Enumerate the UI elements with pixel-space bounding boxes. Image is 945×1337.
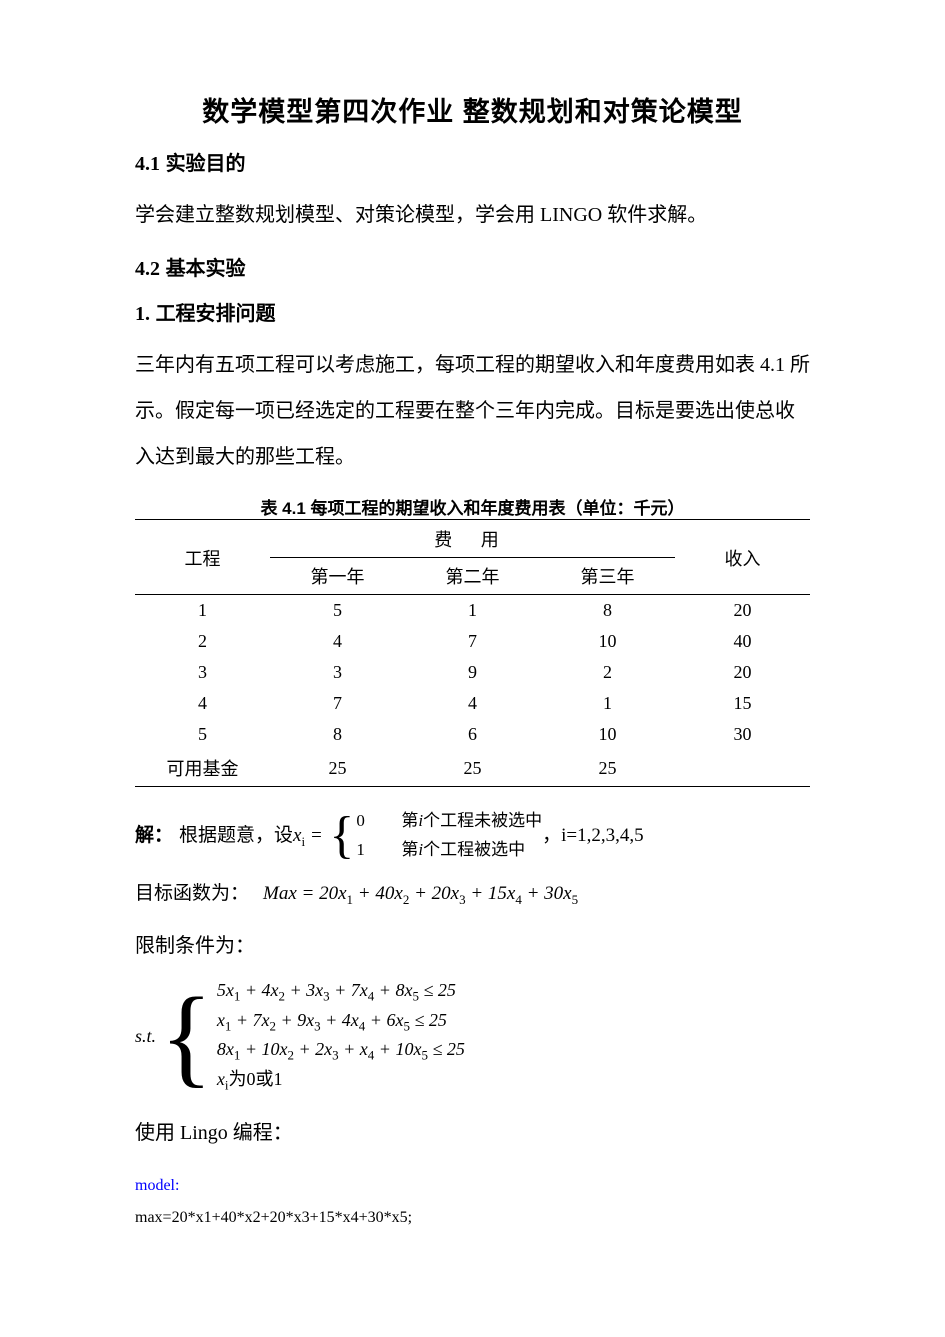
document-title: 数学模型第四次作业 整数规划和对策论模型 (135, 90, 810, 129)
table-row: 1 5 1 8 20 (135, 595, 810, 627)
col-year-3: 第三年 (540, 558, 675, 595)
cell-project: 4 (135, 688, 270, 719)
constraint-1: 5x1 + 4x2 + 3x3 + 7x4 + 8x5 ≤ 25 (217, 977, 465, 1007)
solution-definition: 解： 根据题意，设 xi = { 0 第i个工程未被选中 1 第i个工程被选中 … (135, 807, 810, 865)
lingo-label: 使用 Lingo 编程： (135, 1110, 810, 1156)
col-year-1: 第一年 (270, 558, 405, 595)
problem-1-num: 1. (135, 303, 150, 325)
solution-label: 解： (135, 817, 173, 855)
cell-project: 3 (135, 657, 270, 688)
case-1-val: 1 (356, 836, 384, 865)
constraint-4: xi为0或1 (217, 1066, 465, 1096)
col-fee: 费 用 (270, 520, 675, 558)
problem-1-title: 工程安排问题 (156, 303, 276, 325)
section-4-2-num: 4.2 (135, 258, 160, 280)
project-table: 工程 费 用 收入 第一年 第二年 第三年 1 5 1 8 20 2 4 7 1… (135, 519, 810, 787)
cell-y3: 2 (540, 657, 675, 688)
case-1-text: 第i个工程被选中 (401, 840, 525, 859)
cell-y1: 5 (270, 595, 405, 627)
section-4-1-title: 实验目的 (166, 153, 246, 175)
case-0-val: 0 (356, 807, 384, 836)
table-row: 2 4 7 10 40 (135, 626, 810, 657)
objective-label: 目标函数为： (135, 875, 249, 913)
cell-fund-y1: 25 (270, 750, 405, 787)
table-row: 5 8 6 10 30 (135, 719, 810, 750)
constraint-label: 限制条件为： (135, 923, 810, 969)
cell-y1: 8 (270, 719, 405, 750)
section-4-2-heading: 4.2 基本实验 (135, 252, 810, 281)
code-keyword-model: model: (135, 1177, 179, 1194)
cell-y2: 6 (405, 719, 540, 750)
section-4-1-text: 学会建立整数规划模型、对策论模型，学会用 LINGO 软件求解。 (135, 192, 810, 238)
equals: = (305, 817, 327, 855)
cell-y3: 10 (540, 626, 675, 657)
section-4-2-title: 基本实验 (166, 258, 246, 280)
piecewise-definition: { 0 第i个工程未被选中 1 第i个工程被选中 (327, 807, 542, 865)
cell-project: 1 (135, 595, 270, 627)
cell-income: 20 (675, 657, 810, 688)
section-4-1-heading: 4.1 实验目的 (135, 147, 810, 176)
cell-fund-y3: 25 (540, 750, 675, 787)
objective-formula: Max = 20x1 + 40x2 + 20x3 + 15x4 + 30x5 (263, 875, 578, 913)
cell-project: 5 (135, 719, 270, 750)
section-4-1-num: 4.1 (135, 153, 160, 175)
i-range: ，i=1,2,3,4,5 (542, 817, 644, 855)
cell-y2: 1 (405, 595, 540, 627)
cell-project: 2 (135, 626, 270, 657)
cell-income: 30 (675, 719, 810, 750)
constraint-3: 8x1 + 10x2 + 2x3 + x4 + 10x5 ≤ 25 (217, 1036, 465, 1066)
cell-income: 20 (675, 595, 810, 627)
cell-y2: 4 (405, 688, 540, 719)
table-row: 3 3 9 2 20 (135, 657, 810, 688)
table-header-row-1: 工程 费 用 收入 (135, 520, 810, 558)
table-fund-row: 可用基金 25 25 25 (135, 750, 810, 787)
code-line-objective: max=20*x1+40*x2+20*x3+15*x4+30*x5; (135, 1202, 810, 1234)
cell-income: 15 (675, 688, 810, 719)
table-caption: 表 4.1 每项工程的期望收入和年度费用表（单位：千元） (135, 494, 810, 519)
code-line-model: model: (135, 1170, 810, 1202)
problem-1-heading: 1. 工程安排问题 (135, 297, 810, 326)
cell-fund-label: 可用基金 (135, 750, 270, 787)
case-0-text: 第i个工程未被选中 (401, 811, 542, 830)
solution-intro: 根据题意，设 (179, 817, 293, 855)
st-label: s.t. (135, 1026, 156, 1047)
col-year-2: 第二年 (405, 558, 540, 595)
cell-y1: 4 (270, 626, 405, 657)
cell-income: 40 (675, 626, 810, 657)
problem-1-text: 三年内有五项工程可以考虑施工，每项工程的期望收入和年度费用如表 4.1 所示。假… (135, 342, 810, 480)
constraints-block: s.t. { 5x1 + 4x2 + 3x3 + 7x4 + 8x5 ≤ 25 … (135, 977, 810, 1096)
cell-y1: 7 (270, 688, 405, 719)
cell-y2: 7 (405, 626, 540, 657)
variable-xi: xi (293, 817, 305, 855)
cell-y3: 10 (540, 719, 675, 750)
cell-y2: 9 (405, 657, 540, 688)
cell-y1: 3 (270, 657, 405, 688)
cell-y3: 1 (540, 688, 675, 719)
table-row: 4 7 4 1 15 (135, 688, 810, 719)
constraint-2: x1 + 7x2 + 9x3 + 4x4 + 6x5 ≤ 25 (217, 1007, 465, 1037)
objective-function-line: 目标函数为： Max = 20x1 + 40x2 + 20x3 + 15x4 +… (135, 875, 810, 913)
col-project: 工程 (135, 520, 270, 595)
col-income: 收入 (675, 520, 810, 595)
cell-fund-y2: 25 (405, 750, 540, 787)
cell-y3: 8 (540, 595, 675, 627)
cell-fund-income (675, 750, 810, 787)
